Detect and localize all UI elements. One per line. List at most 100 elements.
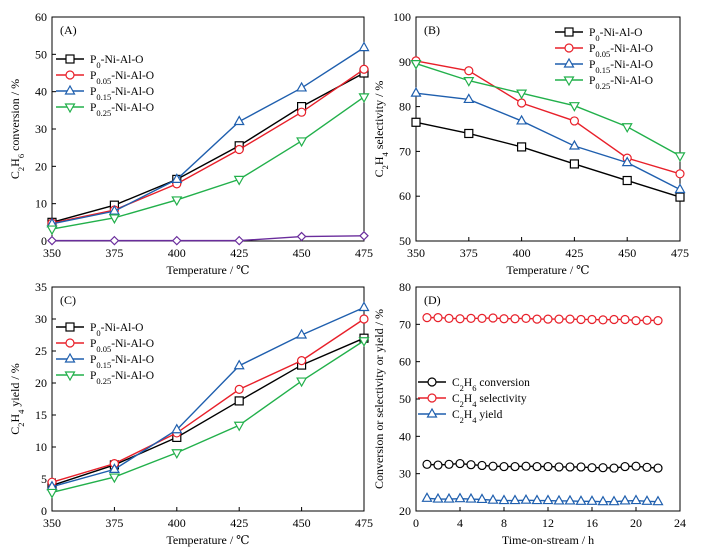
- series-line: [415, 60, 681, 175]
- panel-label: (D): [424, 293, 441, 307]
- data-point: [553, 494, 565, 505]
- legend-marker: [64, 84, 76, 95]
- subscript: 4: [16, 409, 26, 414]
- label-text: -Ni-Al-O: [101, 54, 144, 66]
- data-point: [234, 235, 245, 246]
- data-point: [631, 316, 641, 326]
- label-text: -Ni-Al-O: [610, 59, 653, 71]
- x-tick-label: 400: [168, 246, 186, 260]
- label-text: -Ni-Al-O: [101, 322, 144, 334]
- y-tick-label: 30: [35, 312, 47, 326]
- legend-item: P0.05-Ni-Al-O: [56, 70, 154, 86]
- y-axis-title: C2H4 yield / %: [8, 363, 26, 435]
- x-axis-title: Temperature / ℃: [166, 263, 249, 277]
- legend-marker: [563, 57, 575, 68]
- data-point: [576, 462, 586, 472]
- data-point: [444, 459, 454, 469]
- data-point: [477, 313, 487, 323]
- x-tick-label: 24: [674, 516, 686, 530]
- legend-label: P0.25-Ni-Al-O: [589, 75, 653, 91]
- data-point: [569, 159, 580, 169]
- y-tick-label: 10: [35, 440, 47, 454]
- subscript: 6: [472, 383, 476, 393]
- data-point: [109, 235, 120, 246]
- data-point: [422, 459, 432, 469]
- y-tick-label: 70: [399, 317, 411, 331]
- series-line: [415, 62, 681, 157]
- data-point: [171, 235, 182, 246]
- data-point: [532, 461, 542, 472]
- data-point: [233, 115, 245, 126]
- subscript: 0.15: [96, 92, 111, 102]
- data-point: [675, 169, 685, 179]
- legend-item: C2H4 selectivity: [418, 393, 527, 409]
- label-text: conversion: [476, 377, 530, 389]
- chart-panel-d: 0 4 8 12 16 20 2420304050607080(D)Time-on-stre…: [372, 280, 686, 547]
- subscript: 0.25: [595, 81, 610, 91]
- data-point: [622, 175, 632, 186]
- series-2: [46, 301, 370, 491]
- data-point: [476, 493, 488, 504]
- x-axis-title: Temperature / ℃: [166, 533, 249, 547]
- data-point: [499, 314, 509, 324]
- x-tick-label: 4: [457, 516, 463, 530]
- subscript: 4: [472, 399, 477, 409]
- series-line: [415, 92, 681, 191]
- data-point: [488, 313, 498, 323]
- data-point: [587, 314, 597, 325]
- data-point: [108, 463, 120, 473]
- data-point: [568, 102, 580, 112]
- legend-marker: [426, 407, 438, 418]
- data-point: [543, 314, 553, 324]
- x-tick-label: 425: [565, 246, 583, 260]
- legend-marker: [65, 54, 75, 64]
- x-tick-label: 425: [230, 516, 248, 530]
- data-point: [653, 316, 663, 326]
- data-point: [422, 313, 432, 323]
- legend-item: P0.05-Ni-Al-O: [56, 338, 154, 354]
- legend-label: P0.15-Ni-Al-O: [589, 59, 653, 75]
- y-tick-label: 40: [35, 85, 47, 99]
- y-tick-label: 50: [399, 234, 411, 248]
- data-point: [359, 314, 369, 324]
- data-point: [516, 98, 527, 108]
- legend-item: P0.15-Ni-Al-O: [555, 57, 653, 75]
- subscript: 0.15: [595, 65, 610, 75]
- y-tick-label: 5: [41, 472, 47, 486]
- data-point: [296, 81, 308, 92]
- data-point: [234, 396, 244, 406]
- data-point: [569, 116, 580, 126]
- subscript: 0.05: [96, 344, 111, 354]
- data-point: [543, 461, 553, 472]
- subscript: 0.05: [96, 76, 111, 86]
- legend-label: P0.25-Ni-Al-O: [90, 370, 154, 386]
- series-2: [46, 41, 370, 228]
- legend-item: P0-Ni-Al-O: [56, 322, 143, 338]
- subscript: 2: [380, 165, 390, 169]
- legend-marker: [427, 393, 437, 403]
- y-tick-label: 60: [399, 355, 411, 369]
- data-point: [233, 359, 245, 370]
- label-text: P: [589, 59, 595, 71]
- legend-marker: [563, 76, 575, 87]
- plot-frame: [51, 286, 365, 512]
- data-point: [358, 93, 370, 104]
- data-point: [575, 495, 587, 505]
- data-point: [297, 356, 307, 366]
- data-point: [554, 314, 564, 324]
- data-point: [598, 315, 608, 325]
- legend-label: C2H4 yield: [452, 409, 503, 425]
- data-point: [47, 235, 57, 246]
- series-0: [422, 458, 663, 473]
- data-point: [358, 41, 370, 52]
- x-tick-label: 16: [586, 516, 598, 530]
- data-point: [510, 314, 520, 324]
- data-point: [488, 461, 498, 471]
- legend-marker: [564, 43, 574, 53]
- y-axis-title: Conversion or selectivity or yield / %: [372, 309, 386, 489]
- label-text: C: [372, 169, 386, 177]
- legend-marker: [64, 352, 76, 363]
- legend-label: C2H4 selectivity: [452, 393, 527, 409]
- label-text: yield / %: [8, 363, 22, 409]
